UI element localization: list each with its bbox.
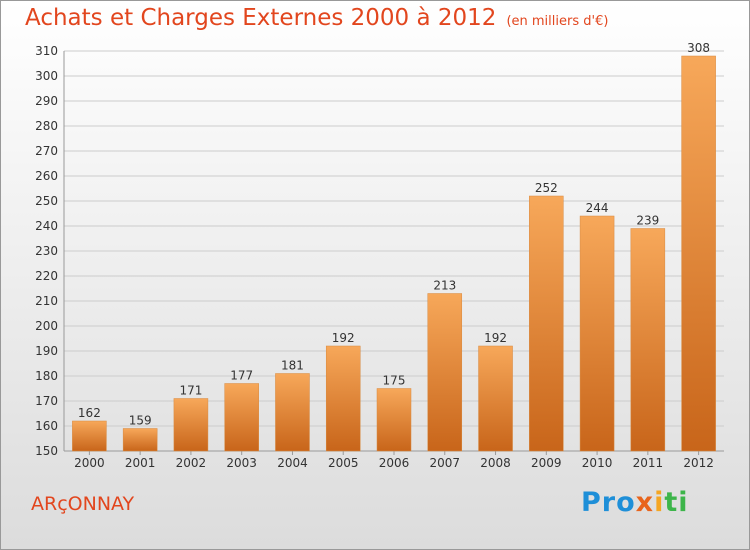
bar-value-label: 159 [129,414,152,428]
bar-value-label: 192 [332,331,355,345]
bar-value-label: 162 [78,406,101,420]
x-tick-label: 2005 [328,456,359,470]
bar-value-label: 192 [484,331,507,345]
y-tick-label: 290 [35,94,58,108]
bar-value-label: 175 [383,374,406,388]
y-tick-label: 300 [35,69,58,83]
x-tick-label: 2010 [582,456,613,470]
bar-2006 [376,388,412,452]
bar-2001 [122,428,158,452]
y-tick-label: 250 [35,194,58,208]
bar-2002 [173,398,209,452]
bar-value-label: 308 [687,41,710,55]
y-tick-label: 260 [35,169,58,183]
x-tick-label: 2006 [379,456,410,470]
bar-2012 [681,55,716,452]
y-tick-label: 240 [35,219,58,233]
chart-title: Achats et Charges Externes 2000 à 2012 (e… [25,5,608,31]
bar-2008 [478,345,513,452]
bar-value-label: 239 [636,214,659,228]
y-tick-label: 270 [35,144,58,158]
bar-value-label: 177 [230,369,253,383]
y-tick-label: 200 [35,319,58,333]
proxiti-logo: Proxiti [581,487,689,518]
commune-name: ARçONNAY [31,493,135,515]
bar-2005 [325,345,361,452]
x-tick-label: 2009 [531,456,562,470]
x-tick-label: 2011 [633,456,664,470]
bar-2007 [427,293,463,452]
chart-title-text: Achats et Charges Externes 2000 à 2012 [25,5,497,31]
bar-2011 [630,228,666,452]
bar-2003 [224,383,259,452]
y-tick-label: 230 [35,244,58,258]
chart-unit: (en milliers d'€) [506,14,609,29]
y-tick-label: 190 [35,344,58,358]
x-tick-label: 2002 [176,456,207,470]
bar-value-label: 252 [535,181,558,195]
y-tick-label: 310 [35,44,58,58]
x-tick-label: 2007 [429,456,460,470]
bar-value-label: 244 [586,201,609,215]
bar-2000 [72,420,107,452]
x-tick-label: 2003 [226,456,257,470]
bar-chart: 150 160 170 180 190 200 210 220 230 240 250 260 270 2… [35,41,724,470]
x-tick-label: 2000 [74,456,105,470]
x-tick-label: 2008 [480,456,511,470]
x-tick-label: 2012 [683,456,714,470]
bar-2009 [529,195,564,452]
y-tick-label: 280 [35,119,58,133]
bar-2010 [579,215,615,452]
y-tick-label: 220 [35,269,58,283]
y-tick-label: 150 [35,444,58,458]
y-tick-label: 170 [35,394,58,408]
y-tick-label: 180 [35,369,58,383]
bar-value-label: 181 [281,359,304,373]
x-tick-label: 2004 [277,456,308,470]
bar-2004 [275,373,310,452]
y-tick-label: 160 [35,419,58,433]
bar-value-label: 171 [179,384,202,398]
bar-value-label: 213 [433,279,456,293]
x-tick-label: 2001 [125,456,156,470]
y-tick-label: 210 [35,294,58,308]
